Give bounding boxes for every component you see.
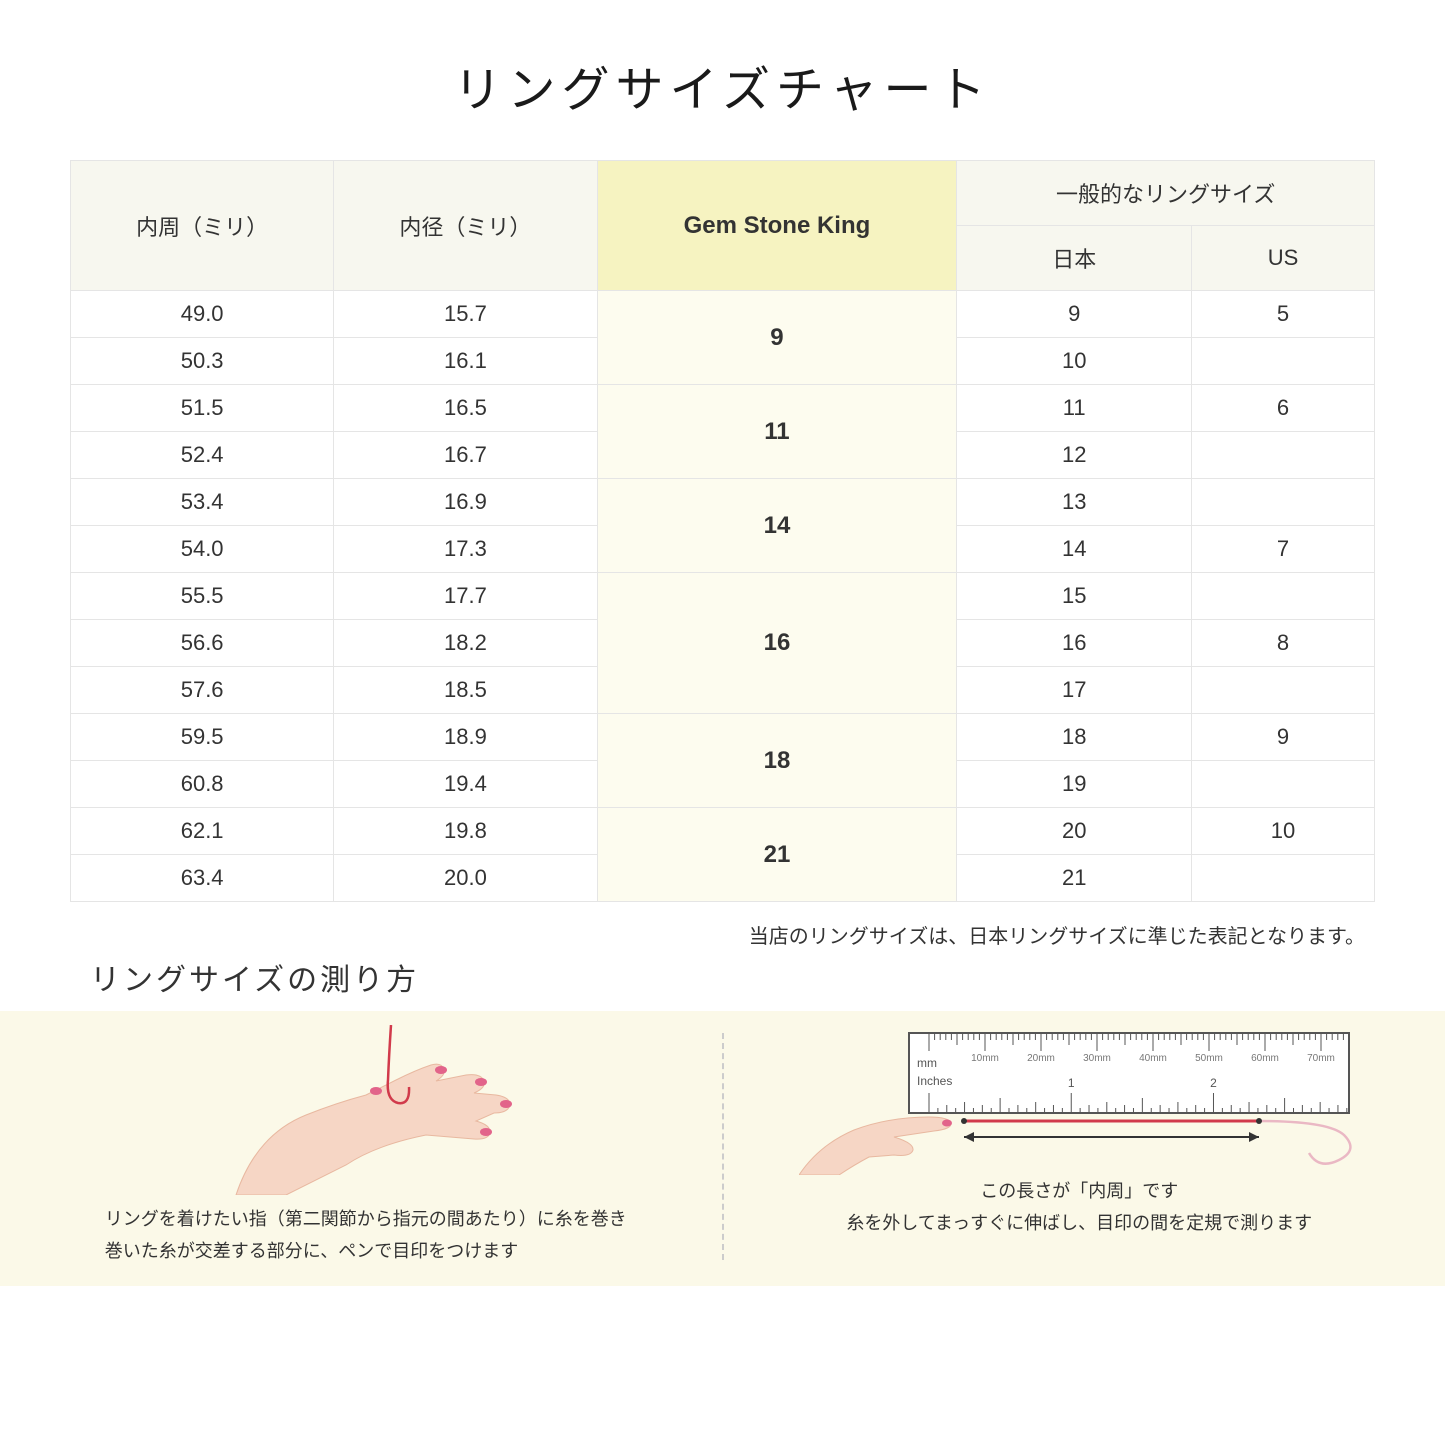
cell-japan: 18 bbox=[957, 714, 1192, 761]
cell-gsk: 14 bbox=[597, 479, 957, 573]
cell-us bbox=[1192, 338, 1375, 385]
cell-circumference: 54.0 bbox=[71, 526, 334, 573]
ruler-with-hand-icon: 10mm 20mm 30mm 40mm 50mm 60mm 70mm mm Inches 1… bbox=[799, 1025, 1359, 1175]
cell-diameter: 16.9 bbox=[334, 479, 597, 526]
cell-diameter: 19.4 bbox=[334, 761, 597, 808]
svg-text:2: 2 bbox=[1210, 1076, 1217, 1090]
svg-text:50mm: 50mm bbox=[1195, 1053, 1223, 1064]
cell-diameter: 16.5 bbox=[334, 385, 597, 432]
svg-text:70mm: 70mm bbox=[1307, 1053, 1335, 1064]
ruler-mm-label: mm bbox=[917, 1056, 937, 1070]
svg-text:30mm: 30mm bbox=[1083, 1053, 1111, 1064]
svg-text:40mm: 40mm bbox=[1139, 1053, 1167, 1064]
cell-circumference: 62.1 bbox=[71, 808, 334, 855]
th-circumference: 内周（ミリ） bbox=[71, 161, 334, 291]
cell-diameter: 18.9 bbox=[334, 714, 597, 761]
pointing-hand-icon bbox=[799, 1117, 951, 1175]
cell-us bbox=[1192, 479, 1375, 526]
table-row: 51.516.511116 bbox=[71, 385, 1375, 432]
instruction-text-2: 糸を外してまっすぐに伸ばし、目印の間を定規で測ります bbox=[846, 1209, 1312, 1235]
instruction-text-1: リングを着けたい指（第二関節から指元の間あたり）に糸を巻き 巻いた糸が交差する部… bbox=[105, 1203, 627, 1268]
th-us: US bbox=[1192, 226, 1375, 291]
cell-circumference: 50.3 bbox=[71, 338, 334, 385]
th-diameter: 内径（ミリ） bbox=[334, 161, 597, 291]
cell-diameter: 16.7 bbox=[334, 432, 597, 479]
cell-us: 7 bbox=[1192, 526, 1375, 573]
cell-japan: 21 bbox=[957, 855, 1192, 902]
cell-japan: 15 bbox=[957, 573, 1192, 620]
cell-circumference: 60.8 bbox=[71, 761, 334, 808]
cell-us: 8 bbox=[1192, 620, 1375, 667]
cell-diameter: 19.8 bbox=[334, 808, 597, 855]
cell-diameter: 15.7 bbox=[334, 291, 597, 338]
table-row: 55.517.71615 bbox=[71, 573, 1375, 620]
divider bbox=[722, 1033, 724, 1260]
svg-text:20mm: 20mm bbox=[1027, 1053, 1055, 1064]
cell-us: 10 bbox=[1192, 808, 1375, 855]
cell-japan: 11 bbox=[957, 385, 1192, 432]
ruler-inches-label: Inches bbox=[917, 1074, 952, 1088]
cell-circumference: 63.4 bbox=[71, 855, 334, 902]
cell-gsk: 21 bbox=[597, 808, 957, 902]
nail-icon bbox=[435, 1066, 447, 1074]
cell-us bbox=[1192, 432, 1375, 479]
cell-gsk: 18 bbox=[597, 714, 957, 808]
cell-us bbox=[1192, 667, 1375, 714]
cell-circumference: 55.5 bbox=[71, 573, 334, 620]
cell-diameter: 18.5 bbox=[334, 667, 597, 714]
cell-japan: 9 bbox=[957, 291, 1192, 338]
cell-circumference: 52.4 bbox=[71, 432, 334, 479]
cell-japan: 12 bbox=[957, 432, 1192, 479]
cell-japan: 16 bbox=[957, 620, 1192, 667]
cell-us bbox=[1192, 761, 1375, 808]
cell-gsk: 9 bbox=[597, 291, 957, 385]
cell-circumference: 53.4 bbox=[71, 479, 334, 526]
cell-japan: 10 bbox=[957, 338, 1192, 385]
svg-text:60mm: 60mm bbox=[1251, 1053, 1279, 1064]
cell-circumference: 57.6 bbox=[71, 667, 334, 714]
size-chart-table: 内周（ミリ） 内径（ミリ） Gem Stone King 一般的なリングサイズ … bbox=[70, 160, 1375, 902]
ruler-icon bbox=[909, 1033, 1349, 1113]
cell-circumference: 56.6 bbox=[71, 620, 334, 667]
th-gsk: Gem Stone King bbox=[597, 161, 957, 291]
cell-japan: 17 bbox=[957, 667, 1192, 714]
table-row: 53.416.91413 bbox=[71, 479, 1375, 526]
instruction-step-2: 10mm 20mm 30mm 40mm 50mm 60mm 70mm mm Inches 1… bbox=[754, 1025, 1406, 1268]
cell-diameter: 16.1 bbox=[334, 338, 597, 385]
cell-diameter: 20.0 bbox=[334, 855, 597, 902]
cell-japan: 19 bbox=[957, 761, 1192, 808]
table-row: 59.518.918189 bbox=[71, 714, 1375, 761]
svg-text:1: 1 bbox=[1068, 1076, 1075, 1090]
cell-gsk: 11 bbox=[597, 385, 957, 479]
cell-us: 6 bbox=[1192, 385, 1375, 432]
cell-gsk: 16 bbox=[597, 573, 957, 714]
cell-us bbox=[1192, 855, 1375, 902]
th-japan: 日本 bbox=[957, 226, 1192, 291]
footnote: 当店のリングサイズは、日本リングサイズに準じた表記となります。 bbox=[70, 920, 1365, 949]
svg-text:10mm: 10mm bbox=[971, 1053, 999, 1064]
table-row: 62.119.8212010 bbox=[71, 808, 1375, 855]
hand-with-thread-icon bbox=[196, 1025, 536, 1195]
cell-japan: 20 bbox=[957, 808, 1192, 855]
cell-circumference: 59.5 bbox=[71, 714, 334, 761]
instruction-step-1: リングを着けたい指（第二関節から指元の間あたり）に糸を巻き 巻いた糸が交差する部… bbox=[40, 1025, 692, 1268]
howto-title: リングサイズの測り方 bbox=[90, 955, 1375, 999]
th-general-group: 一般的なリングサイズ bbox=[957, 161, 1375, 226]
table-row: 49.015.7995 bbox=[71, 291, 1375, 338]
cell-us bbox=[1192, 573, 1375, 620]
cell-us: 5 bbox=[1192, 291, 1375, 338]
cell-japan: 14 bbox=[957, 526, 1192, 573]
page-title: リングサイズチャート bbox=[70, 50, 1375, 120]
cell-us: 9 bbox=[1192, 714, 1375, 761]
cell-circumference: 49.0 bbox=[71, 291, 334, 338]
instructions-panel: リングを着けたい指（第二関節から指元の間あたり）に糸を巻き 巻いた糸が交差する部… bbox=[0, 1011, 1445, 1286]
cell-diameter: 18.2 bbox=[334, 620, 597, 667]
cell-japan: 13 bbox=[957, 479, 1192, 526]
ruler-caption: この長さが「内周」です bbox=[980, 1177, 1178, 1203]
cell-circumference: 51.5 bbox=[71, 385, 334, 432]
cell-diameter: 17.7 bbox=[334, 573, 597, 620]
cell-diameter: 17.3 bbox=[334, 526, 597, 573]
